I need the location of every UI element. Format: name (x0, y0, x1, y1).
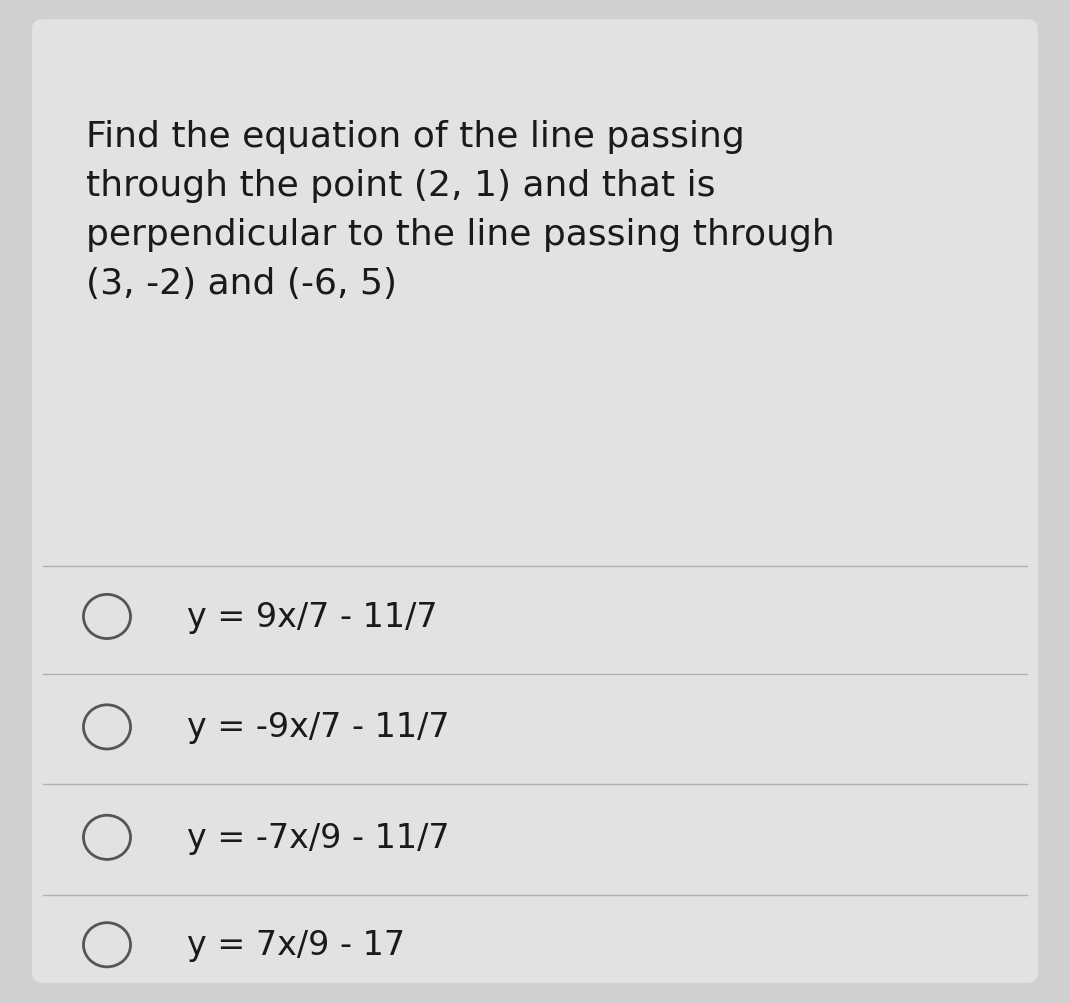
Text: y = 9x/7 - 11/7: y = 9x/7 - 11/7 (187, 601, 438, 633)
FancyBboxPatch shape (32, 20, 1038, 983)
Text: y = -9x/7 - 11/7: y = -9x/7 - 11/7 (187, 711, 449, 743)
Text: Find the equation of the line passing
through the point (2, 1) and that is
perpe: Find the equation of the line passing th… (86, 120, 835, 301)
Text: y = -7x/9 - 11/7: y = -7x/9 - 11/7 (187, 821, 449, 854)
Text: y = 7x/9 - 17: y = 7x/9 - 17 (187, 929, 406, 961)
